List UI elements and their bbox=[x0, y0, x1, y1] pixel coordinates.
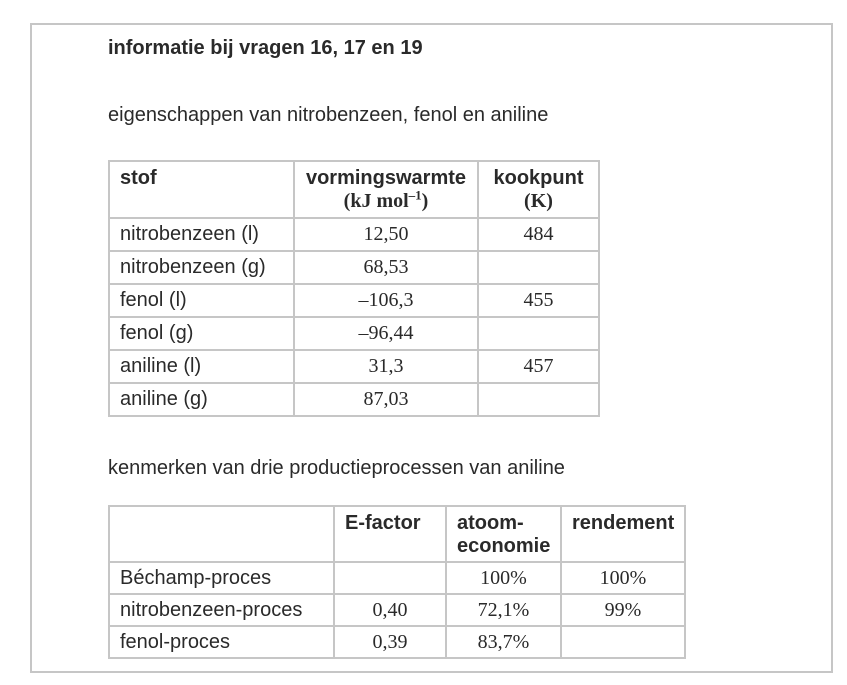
kookpunt-cell: 484 bbox=[477, 217, 600, 252]
table-row: Béchamp-proces 100% 100% bbox=[108, 561, 686, 595]
vormingswarmte-cell: –96,44 bbox=[293, 316, 479, 351]
column-header-kookpunt: kookpunt (K) bbox=[477, 160, 600, 219]
rendement-cell bbox=[560, 625, 686, 659]
proces-cell: Béchamp-proces bbox=[108, 561, 335, 595]
kookpunt-label: kookpunt bbox=[493, 167, 584, 189]
stof-cell: fenol (g) bbox=[108, 316, 295, 351]
vormingswarmte-cell: 68,53 bbox=[293, 250, 479, 285]
atoomeconomie-line2: economie bbox=[457, 535, 551, 557]
stof-cell: fenol (l) bbox=[108, 283, 295, 318]
vormingswarmte-cell: –106,3 bbox=[293, 283, 479, 318]
column-header-proces bbox=[108, 505, 335, 563]
atoomeconomie-cell: 100% bbox=[445, 561, 562, 595]
unit-prefix: (kJ mol bbox=[343, 190, 409, 212]
table-row: aniline (g) 87,03 bbox=[108, 382, 600, 417]
vormingswarmte-cell: 12,50 bbox=[293, 217, 479, 252]
properties-table: stof vormingswarmte (kJ mol–1) kookpunt … bbox=[108, 160, 600, 417]
column-header-vormingswarmte: vormingswarmte (kJ mol–1) bbox=[293, 160, 479, 219]
kookpunt-cell bbox=[477, 382, 600, 417]
column-header-stof: stof bbox=[108, 160, 295, 219]
proces-cell: nitrobenzeen-proces bbox=[108, 593, 335, 627]
vormingswarmte-cell: 87,03 bbox=[293, 382, 479, 417]
kookpunt-cell: 455 bbox=[477, 283, 600, 318]
column-header-atoomeconomie: atoom- economie bbox=[445, 505, 562, 563]
rendement-cell: 99% bbox=[560, 593, 686, 627]
kookpunt-cell bbox=[477, 316, 600, 351]
table-row: fenol-proces 0,39 83,7% bbox=[108, 625, 686, 659]
stof-cell: aniline (g) bbox=[108, 382, 295, 417]
kookpunt-cell: 457 bbox=[477, 349, 600, 384]
table-row: fenol (l) –106,3 455 bbox=[108, 283, 600, 318]
e-factor-cell: 0,40 bbox=[333, 593, 447, 627]
properties-header-row: stof vormingswarmte (kJ mol–1) kookpunt … bbox=[108, 160, 600, 219]
kookpunt-cell bbox=[477, 250, 600, 285]
stof-cell: nitrobenzeen (l) bbox=[108, 217, 295, 252]
table-row: nitrobenzeen (l) 12,50 484 bbox=[108, 217, 600, 252]
table-row: nitrobenzeen-proces 0,40 72,1% 99% bbox=[108, 593, 686, 627]
e-factor-cell bbox=[333, 561, 447, 595]
column-header-e-factor: E-factor bbox=[333, 505, 447, 563]
table-row: fenol (g) –96,44 bbox=[108, 316, 600, 351]
properties-caption: eigenschappen van nitrobenzeen, fenol en… bbox=[108, 104, 549, 126]
rendement-cell: 100% bbox=[560, 561, 686, 595]
table-row: aniline (l) 31,3 457 bbox=[108, 349, 600, 384]
stof-cell: nitrobenzeen (g) bbox=[108, 250, 295, 285]
stof-cell: aniline (l) bbox=[108, 349, 295, 384]
table-row: nitrobenzeen (g) 68,53 bbox=[108, 250, 600, 285]
unit-exponent: –1 bbox=[408, 187, 422, 203]
vormingswarmte-unit: (kJ mol–1) bbox=[296, 187, 476, 213]
processes-table: E-factor atoom- economie rendement Bécha… bbox=[108, 505, 686, 659]
kookpunt-unit: (K) bbox=[524, 190, 553, 212]
unit-suffix: ) bbox=[421, 190, 429, 212]
atoomeconomie-cell: 83,7% bbox=[445, 625, 562, 659]
proces-cell: fenol-proces bbox=[108, 625, 335, 659]
vormingswarmte-cell: 31,3 bbox=[293, 349, 479, 384]
info-heading: informatie bij vragen 16, 17 en 19 bbox=[108, 37, 423, 59]
atoomeconomie-cell: 72,1% bbox=[445, 593, 562, 627]
atoomeconomie-line1: atoom- bbox=[457, 512, 524, 534]
vormingswarmte-label: vormingswarmte bbox=[305, 167, 467, 189]
e-factor-cell: 0,39 bbox=[333, 625, 447, 659]
processes-caption: kenmerken van drie productieprocessen va… bbox=[108, 457, 565, 479]
column-header-rendement: rendement bbox=[560, 505, 686, 563]
processes-header-row: E-factor atoom- economie rendement bbox=[108, 505, 686, 563]
